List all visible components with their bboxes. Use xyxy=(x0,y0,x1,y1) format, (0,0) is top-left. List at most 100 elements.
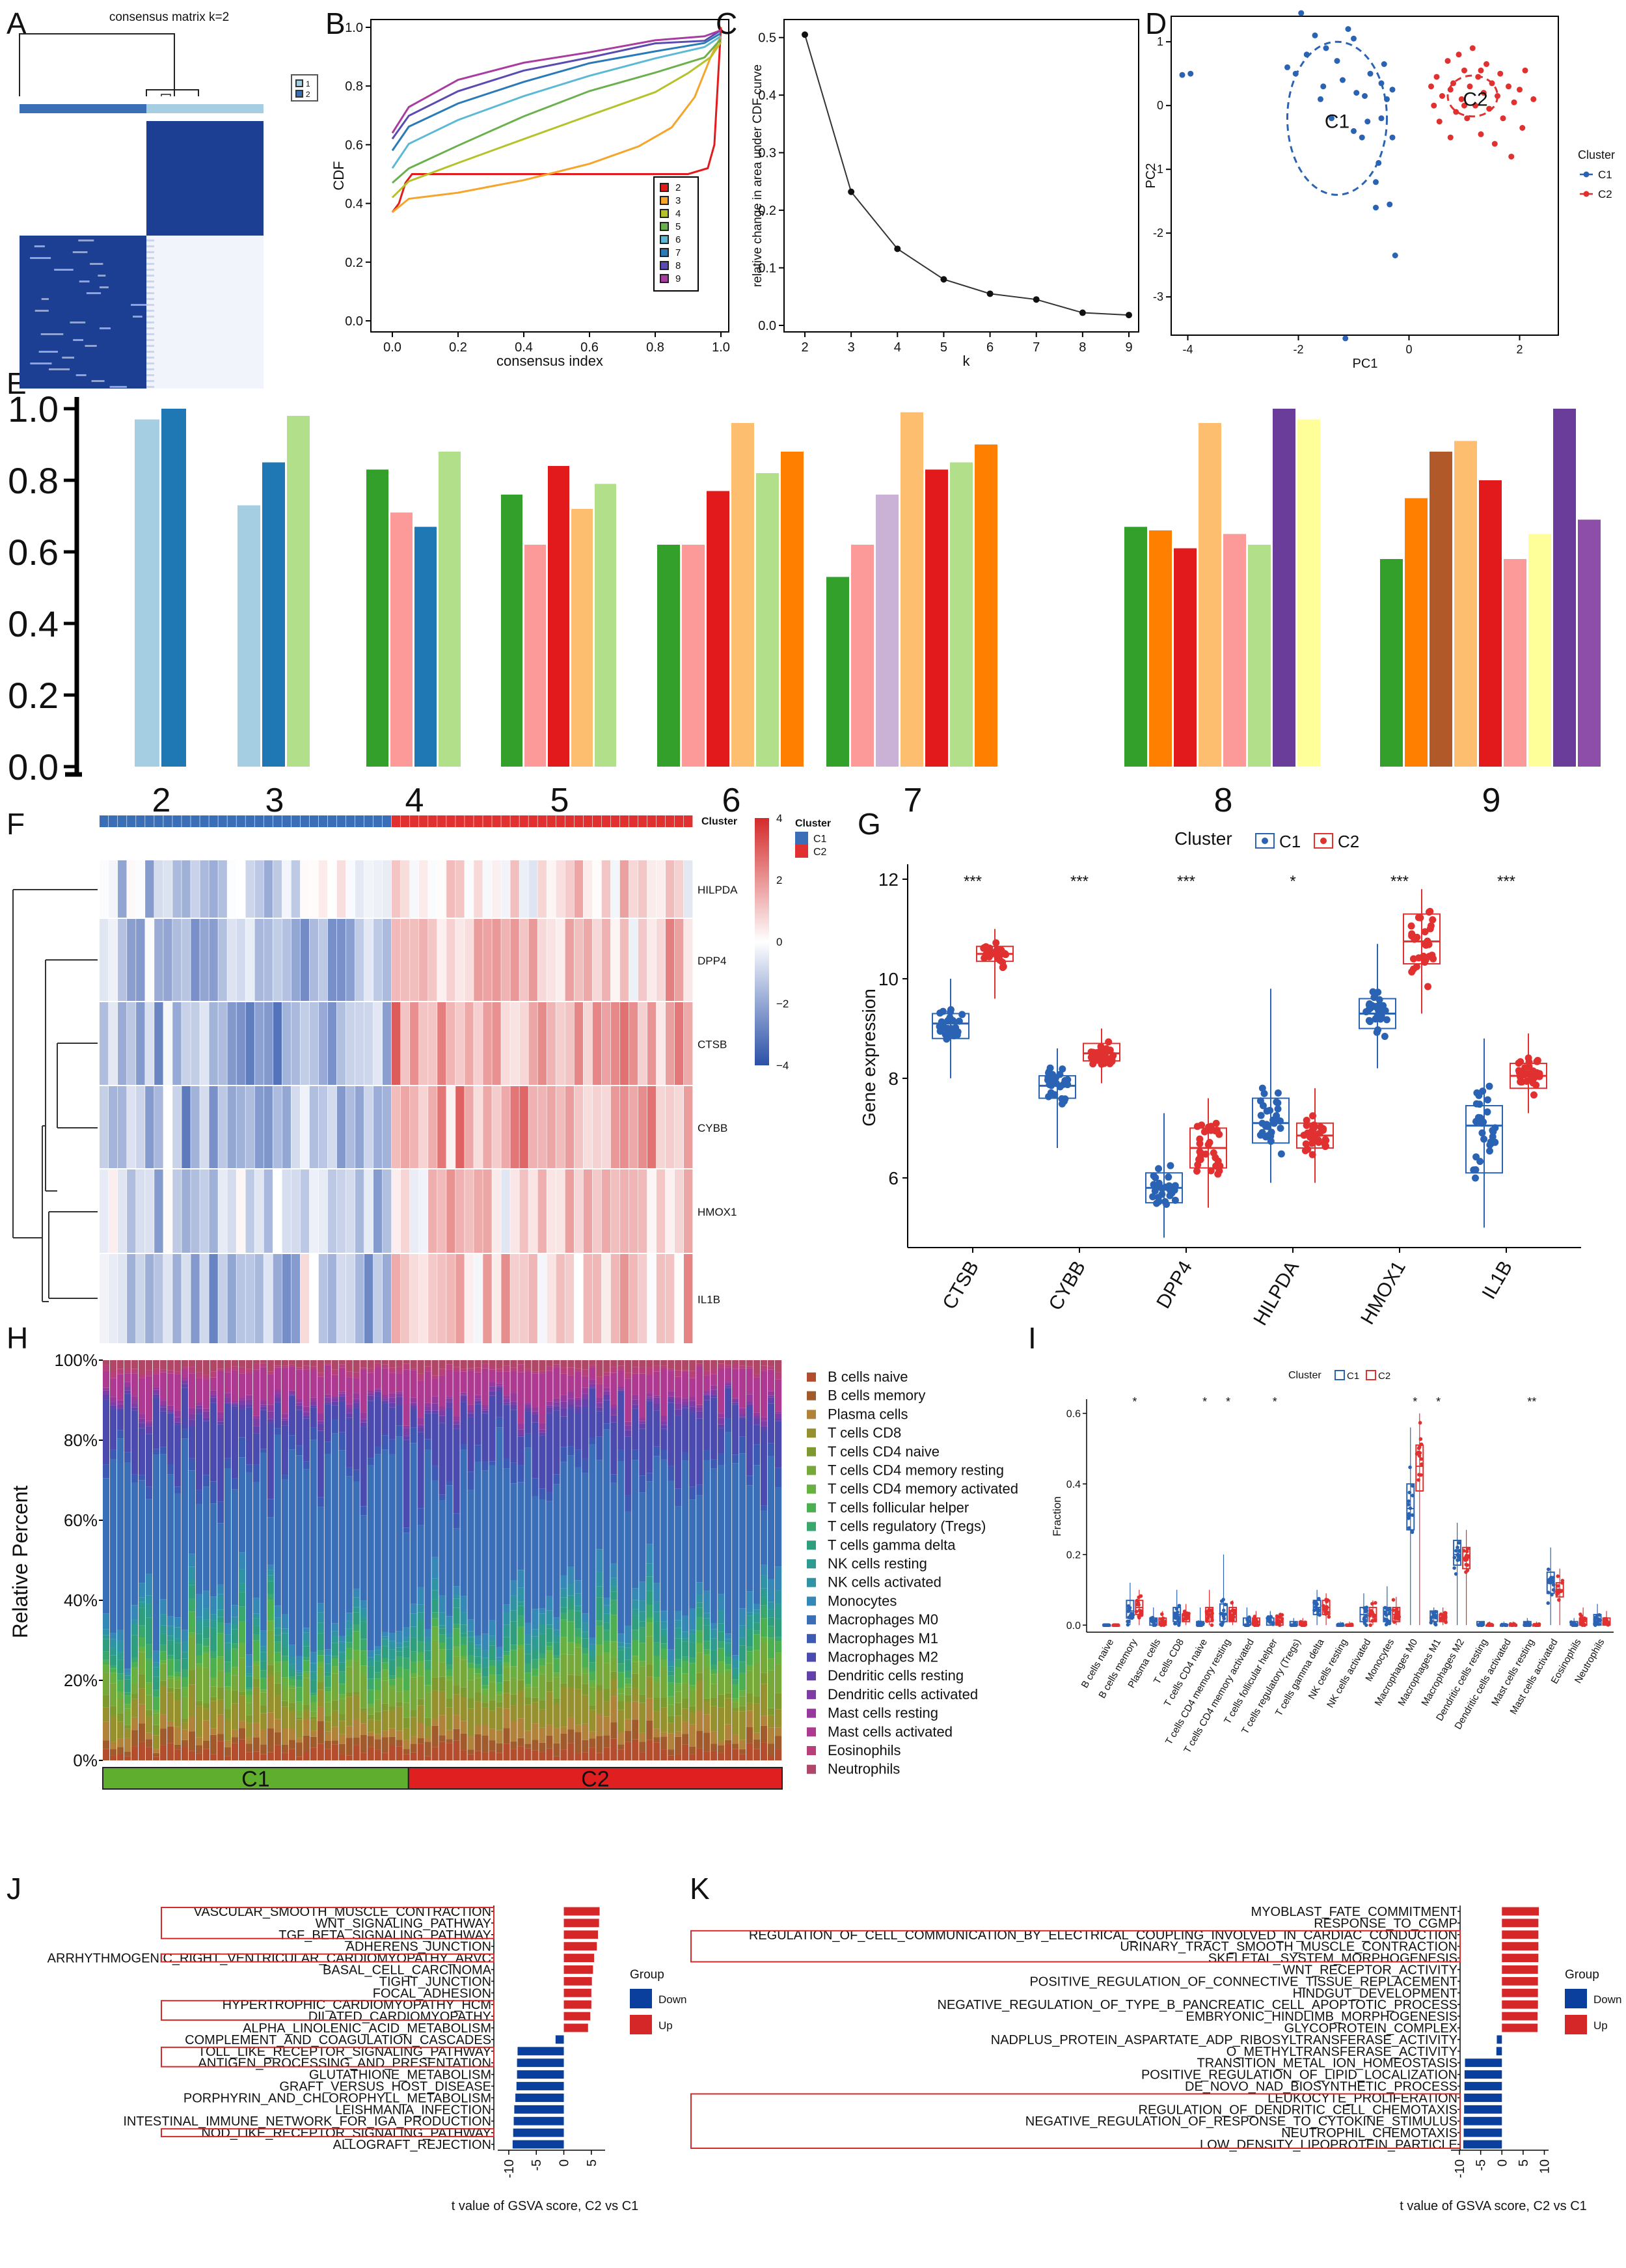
stack-segment xyxy=(603,1375,610,1388)
stack-segment xyxy=(753,1415,761,1419)
stack-segment xyxy=(388,1685,396,1689)
stack-segment xyxy=(124,1704,131,1709)
stack-segment xyxy=(675,1409,682,1416)
heat-cell xyxy=(574,1002,584,1085)
data-point xyxy=(1416,1478,1420,1482)
stack-segment xyxy=(174,1727,182,1745)
data-point xyxy=(1523,1623,1526,1627)
stack-segment xyxy=(281,1677,288,1689)
stack-segment xyxy=(403,1749,410,1755)
heat-cell xyxy=(327,860,337,918)
stack-segment xyxy=(346,1628,353,1636)
stack-segment xyxy=(546,1610,553,1625)
data-point xyxy=(1419,1457,1424,1461)
heat-cell xyxy=(300,1169,310,1253)
stack-segment xyxy=(474,1395,481,1399)
stack-segment xyxy=(446,1637,453,1650)
stack-segment xyxy=(210,1651,217,1659)
stack-segment xyxy=(103,1695,110,1708)
heat-cell xyxy=(109,1169,118,1253)
stack-segment xyxy=(138,1480,146,1583)
stack-segment xyxy=(174,1680,182,1689)
stack-segment xyxy=(653,1683,660,1698)
stack-segment xyxy=(331,1433,338,1624)
data-point xyxy=(1385,1607,1390,1612)
stack-segment xyxy=(653,1728,660,1738)
stack-segment xyxy=(288,1710,295,1729)
stack-segment xyxy=(646,1473,653,1482)
stack-segment xyxy=(424,1685,431,1693)
data-point xyxy=(1560,1578,1565,1583)
annotation-cell xyxy=(656,815,666,827)
heat-cell xyxy=(419,1169,428,1253)
legend-swatch-k7 xyxy=(660,248,669,257)
stack-segment xyxy=(575,1732,582,1754)
stack-segment xyxy=(467,1754,474,1760)
stack-segment xyxy=(617,1646,625,1650)
stack-segment xyxy=(532,1360,539,1372)
stack-segment xyxy=(732,1702,739,1708)
stack-segment xyxy=(546,1405,553,1408)
stack-segment xyxy=(260,1678,267,1690)
heat-cell xyxy=(446,860,455,918)
stack-segment xyxy=(639,1417,646,1421)
legend-label: T cells CD8 xyxy=(828,1425,901,1441)
stack-segment xyxy=(331,1360,338,1370)
heat-cell xyxy=(647,1086,657,1168)
data-point xyxy=(1454,1549,1458,1553)
stack-segment xyxy=(489,1360,496,1367)
data-point xyxy=(1243,1623,1248,1627)
stack-segment xyxy=(396,1740,403,1747)
stack-segment xyxy=(632,1373,639,1395)
data-point xyxy=(1549,1578,1554,1581)
annotation-cell xyxy=(391,815,401,827)
stack-segment xyxy=(711,1684,718,1698)
stack-segment xyxy=(231,1404,238,1406)
stack-segment xyxy=(417,1380,424,1418)
stack-segment xyxy=(539,1432,546,1436)
stack-segment xyxy=(524,1663,532,1673)
stack-segment xyxy=(753,1749,761,1760)
data-point xyxy=(1485,1147,1493,1155)
annotation-cell xyxy=(264,815,273,827)
stack-segment xyxy=(711,1459,718,1469)
stack-segment xyxy=(732,1658,739,1669)
stack-segment xyxy=(245,1737,252,1744)
stack-segment xyxy=(503,1662,510,1667)
stack-segment xyxy=(739,1706,746,1712)
point-c2 xyxy=(1511,99,1517,105)
stack-segment xyxy=(303,1751,310,1760)
annotation-cell xyxy=(619,815,629,827)
data-point xyxy=(1199,1623,1202,1627)
stack-segment xyxy=(116,1652,124,1660)
legend-swatch xyxy=(807,1410,816,1419)
stack-segment xyxy=(245,1666,252,1674)
legend-label-C1: C1 xyxy=(1279,832,1301,851)
delta-point xyxy=(848,188,855,195)
heat-cell xyxy=(163,1086,172,1168)
stack-segment xyxy=(174,1672,182,1677)
stack-segment xyxy=(446,1676,453,1680)
stack-segment xyxy=(668,1704,675,1716)
stack-segment xyxy=(746,1693,753,1703)
stack-segment xyxy=(267,1665,274,1676)
stack-segment xyxy=(374,1690,381,1700)
stack-segment xyxy=(603,1630,610,1641)
stack-segment xyxy=(396,1651,403,1657)
stack-segment xyxy=(217,1617,224,1623)
heat-cell xyxy=(364,1254,373,1343)
heat-cell xyxy=(100,1169,109,1253)
stack-segment xyxy=(295,1738,303,1743)
stack-segment xyxy=(646,1698,653,1721)
stack-segment xyxy=(231,1360,238,1367)
x-axis-label: PC1 xyxy=(1353,357,1378,371)
stack-segment xyxy=(403,1702,410,1718)
stack-segment xyxy=(145,1421,153,1423)
y-tick-label: 0.0 xyxy=(345,314,363,329)
stack-segment xyxy=(431,1747,439,1760)
heat-cell xyxy=(683,860,693,918)
heat-cell xyxy=(209,860,218,918)
stack-segment xyxy=(381,1632,388,1637)
category-label: INTESTINAL_IMMUNE_NETWORK_FOR_IGA_PRODUC… xyxy=(123,2114,491,2129)
data-point xyxy=(1419,1442,1424,1447)
